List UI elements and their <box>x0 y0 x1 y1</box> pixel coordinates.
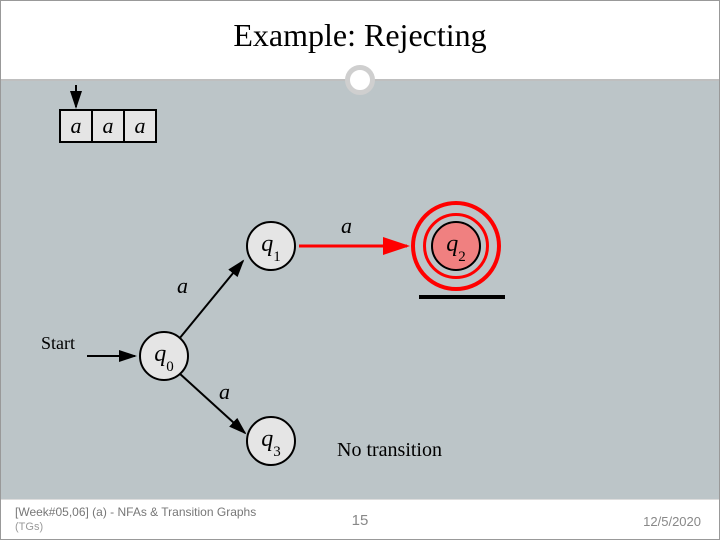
start-label: Start <box>41 333 75 354</box>
tape-cell: a <box>59 109 93 143</box>
edge-label: a <box>219 379 230 405</box>
state-q1: q1 <box>246 221 296 271</box>
footer-left-line2: (TGs) <box>15 521 43 533</box>
footer-left-line1: [Week#05,06] (a) - NFAs & Transition Gra… <box>15 505 256 519</box>
tape-cell: a <box>91 109 125 143</box>
footer-left: [Week#05,06] (a) - NFAs & Transition Gra… <box>15 505 256 533</box>
input-tape: aaa <box>59 109 157 143</box>
state-q3: q3 <box>246 416 296 466</box>
footer-date: 12/5/2020 <box>643 514 701 529</box>
footer-page: 15 <box>352 512 369 529</box>
footer: [Week#05,06] (a) - NFAs & Transition Gra… <box>1 499 719 539</box>
edge-label: a <box>341 213 352 239</box>
slide-root: Example: Rejecting aaa q0 q1 q3 q2 Start… <box>0 0 720 540</box>
state-q2: q2 <box>431 221 481 271</box>
tape-cell: a <box>123 109 157 143</box>
no-transition-label: No transition <box>337 439 442 462</box>
emphasis-underline <box>419 295 505 299</box>
state-q0: q0 <box>139 331 189 381</box>
edge-label: a <box>177 273 188 299</box>
